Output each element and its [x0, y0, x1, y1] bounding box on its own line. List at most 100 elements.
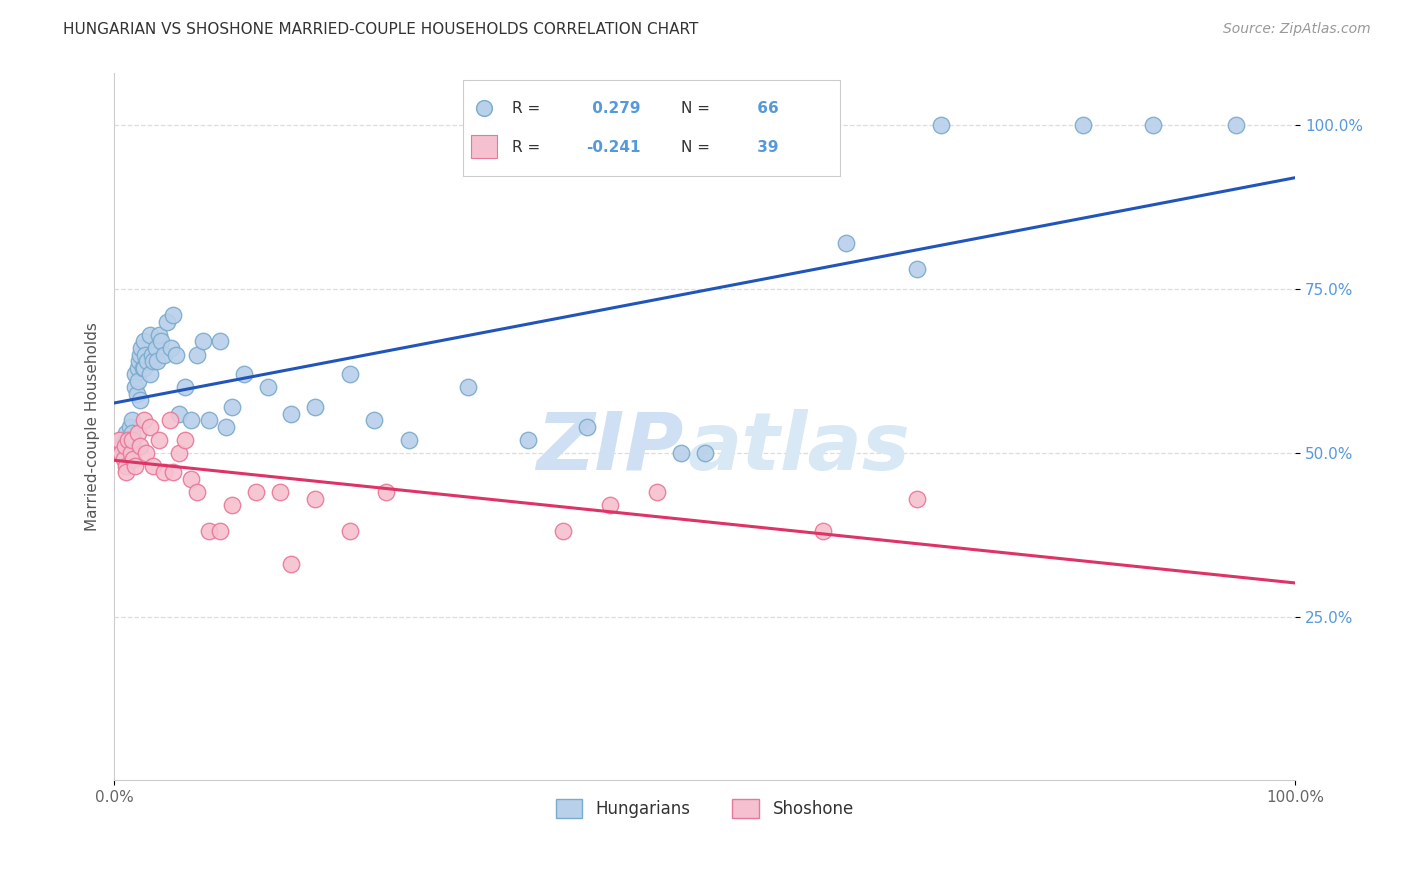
- Point: [114, 439, 136, 453]
- Point: [124, 380, 146, 394]
- Point: [186, 485, 208, 500]
- Point: [167, 407, 190, 421]
- Point: [141, 348, 163, 362]
- Point: [115, 446, 138, 460]
- Text: 0.279: 0.279: [586, 101, 640, 116]
- FancyBboxPatch shape: [463, 80, 841, 176]
- Point: [191, 334, 214, 349]
- Point: [1071, 119, 1094, 133]
- Point: [209, 524, 232, 539]
- Point: [132, 360, 155, 375]
- Point: [363, 413, 385, 427]
- Point: [117, 433, 139, 447]
- Point: [142, 458, 165, 473]
- Point: [186, 348, 208, 362]
- Point: [124, 458, 146, 473]
- Point: [159, 413, 181, 427]
- Point: [304, 491, 326, 506]
- Point: [929, 119, 952, 133]
- Text: 66: 66: [752, 101, 779, 116]
- Point: [135, 446, 157, 460]
- Text: N =: N =: [681, 101, 714, 116]
- Point: [118, 419, 141, 434]
- Point: [160, 341, 183, 355]
- Point: [132, 334, 155, 349]
- Legend: Hungarians, Shoshone: Hungarians, Shoshone: [550, 792, 860, 825]
- Text: 39: 39: [752, 140, 779, 154]
- Point: [245, 485, 267, 500]
- Point: [1142, 119, 1164, 133]
- Point: [599, 498, 621, 512]
- Point: [150, 334, 173, 349]
- Text: R =: R =: [512, 140, 546, 154]
- Point: [121, 426, 143, 441]
- Point: [197, 524, 219, 539]
- Point: [120, 439, 142, 453]
- Point: [108, 433, 131, 447]
- Point: [145, 354, 167, 368]
- Point: [280, 557, 302, 571]
- Point: [1225, 119, 1247, 133]
- Point: [180, 413, 202, 427]
- Point: [127, 360, 149, 375]
- Text: Source: ZipAtlas.com: Source: ZipAtlas.com: [1223, 22, 1371, 37]
- Point: [174, 433, 197, 447]
- Point: [669, 446, 692, 460]
- Y-axis label: Married-couple Households: Married-couple Households: [86, 322, 100, 531]
- Point: [110, 446, 132, 460]
- Point: [142, 354, 165, 368]
- Point: [131, 341, 153, 355]
- Point: [148, 328, 170, 343]
- FancyBboxPatch shape: [471, 135, 496, 158]
- Point: [339, 368, 361, 382]
- Point: [152, 348, 174, 362]
- Point: [127, 374, 149, 388]
- Point: [339, 524, 361, 539]
- Point: [121, 433, 143, 447]
- Point: [120, 446, 142, 460]
- Text: R =: R =: [512, 101, 546, 116]
- Point: [121, 413, 143, 427]
- Point: [129, 439, 152, 453]
- Point: [575, 419, 598, 434]
- Point: [647, 485, 669, 500]
- Point: [122, 452, 145, 467]
- Point: [108, 433, 131, 447]
- Point: [134, 348, 156, 362]
- Point: [398, 433, 420, 447]
- Point: [374, 485, 396, 500]
- Point: [138, 419, 160, 434]
- Point: [905, 262, 928, 277]
- Point: [457, 380, 479, 394]
- Point: [114, 439, 136, 453]
- Point: [269, 485, 291, 500]
- Point: [129, 348, 152, 362]
- Text: atlas: atlas: [688, 409, 911, 487]
- Point: [209, 334, 232, 349]
- Point: [122, 433, 145, 447]
- Point: [112, 452, 135, 467]
- Point: [233, 368, 256, 382]
- Point: [174, 380, 197, 394]
- Point: [165, 348, 187, 362]
- Point: [162, 308, 184, 322]
- Point: [115, 458, 138, 473]
- Point: [835, 236, 858, 251]
- Point: [180, 472, 202, 486]
- Point: [112, 446, 135, 460]
- Point: [115, 426, 138, 441]
- Text: -0.241: -0.241: [586, 140, 641, 154]
- Point: [280, 407, 302, 421]
- Point: [136, 354, 159, 368]
- Point: [811, 524, 834, 539]
- Point: [516, 433, 538, 447]
- Point: [145, 341, 167, 355]
- Point: [115, 466, 138, 480]
- Text: N =: N =: [681, 140, 714, 154]
- Point: [221, 400, 243, 414]
- Point: [125, 387, 148, 401]
- Text: HUNGARIAN VS SHOSHONE MARRIED-COUPLE HOUSEHOLDS CORRELATION CHART: HUNGARIAN VS SHOSHONE MARRIED-COUPLE HOU…: [63, 22, 699, 37]
- Text: ZIP: ZIP: [537, 409, 683, 487]
- Point: [472, 151, 495, 165]
- Point: [162, 466, 184, 480]
